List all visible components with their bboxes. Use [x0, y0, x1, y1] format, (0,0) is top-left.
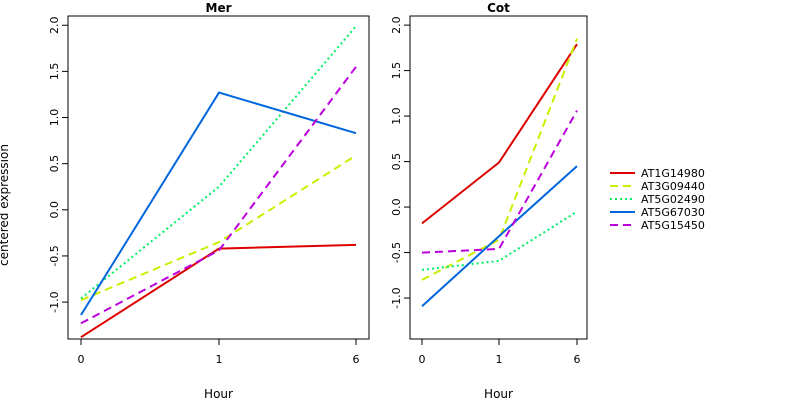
y-tick-label: -1.0: [48, 291, 61, 312]
series-lines: [421, 38, 578, 307]
series-line-at3g09440: [421, 38, 578, 281]
x-tick-label: 1: [216, 353, 223, 366]
series-line-at5g15450: [80, 66, 357, 325]
series-line-at5g02490: [421, 210, 578, 271]
legend-label: AT5G15450: [641, 219, 705, 232]
panel-title: Mer: [206, 1, 232, 15]
panel-cot: Cot Hour -1.0 -0.5 0.0 0.5 1.0 1.5 2.0 0 1 6: [390, 1, 588, 400]
legend-label: AT5G02490: [641, 193, 705, 206]
y-tick-label: 2.0: [48, 16, 61, 33]
y-tick-label: -0.5: [48, 245, 61, 266]
legend-label: AT1G14980: [641, 167, 705, 180]
series-line-at1g14980: [80, 243, 357, 339]
x-axis-title: Hour: [204, 387, 233, 400]
series-line-at3g09440: [80, 154, 357, 302]
legend-item: AT5G67030: [610, 206, 705, 219]
x-tick-label: 0: [78, 353, 85, 366]
y-tick-label: 0.0: [48, 201, 61, 219]
plot-frame: [409, 15, 588, 340]
axis-ticks: -1.0 -0.5 0.0 0.5 1.0 1.5 2.0 0 1 6: [48, 16, 360, 366]
series-lines: [80, 25, 357, 339]
y-tick-label: 2.0: [390, 16, 403, 34]
y-tick-label: 0.5: [48, 155, 61, 173]
x-tick-label: 6: [353, 353, 360, 366]
x-axis-title: Hour: [484, 387, 513, 400]
axis-ticks: -1.0 -0.5 0.0 0.5 1.0 1.5 2.0 0 1 6: [390, 16, 581, 366]
y-tick-label: -0.5: [390, 242, 403, 263]
legend: AT1G14980AT3G09440AT5G02490AT5G67030AT5G…: [610, 167, 705, 232]
y-tick-label: -1.0: [390, 287, 403, 308]
x-tick-label: 6: [574, 353, 581, 366]
x-tick-label: 0: [419, 353, 426, 366]
x-tick-label: 1: [496, 353, 503, 366]
series-line-at5g15450: [421, 110, 578, 254]
y-tick-label: 0.0: [390, 198, 403, 216]
panel-mer: Mer Hour -1.0 -0.5 0.0 0.5 1.0 1.5 2.0 0 1 6: [48, 1, 370, 400]
plot-frame: [67, 15, 370, 340]
y-tick-label: 1.5: [48, 63, 61, 81]
y-axis-title: centered expression: [0, 144, 11, 266]
legend-item: AT5G02490: [610, 193, 705, 206]
y-tick-label: 1.5: [390, 62, 403, 80]
legend-item: AT3G09440: [610, 180, 705, 193]
y-tick-label: 1.0: [390, 107, 403, 125]
legend-item: AT1G14980: [610, 167, 705, 180]
series-line-at1g14980: [421, 43, 578, 225]
series-line-at5g67030: [421, 165, 578, 307]
legend-item: AT5G15450: [610, 219, 705, 232]
panel-title: Cot: [487, 1, 510, 15]
series-line-at5g02490: [80, 25, 357, 300]
legend-label: AT3G09440: [641, 180, 705, 193]
series-line-at5g67030: [80, 91, 357, 316]
y-tick-label: 0.5: [390, 153, 403, 171]
legend-label: AT5G67030: [641, 206, 705, 219]
y-tick-label: 1.0: [48, 109, 61, 127]
